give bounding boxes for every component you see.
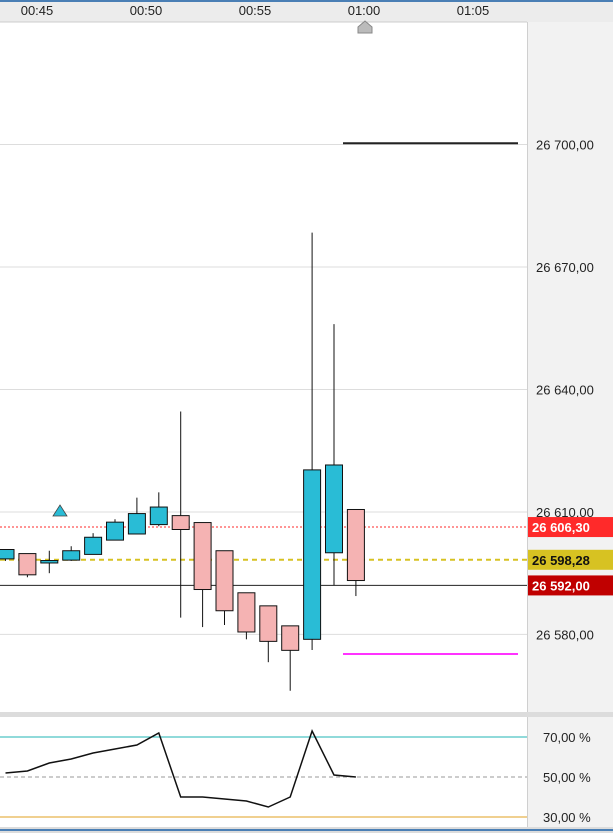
price-gridlines: 26 580,00 26 610,00 26 640,00 26 670,00 26 7… bbox=[0, 137, 594, 642]
time-tick-label: 01:05 bbox=[457, 3, 490, 18]
prev-close-badge: 26 606,30 bbox=[528, 517, 613, 538]
candle-down bbox=[171, 411, 190, 618]
price-tick-label: 26 640,00 bbox=[536, 382, 594, 397]
prev-close-badge-bg bbox=[528, 517, 613, 538]
candle-up bbox=[84, 533, 103, 555]
candle-down bbox=[237, 592, 256, 640]
candle-up bbox=[325, 324, 343, 586]
indicator-tick-label: 50,00 % bbox=[543, 770, 591, 785]
price-lines bbox=[0, 142, 527, 656]
candle-body bbox=[40, 560, 59, 564]
candle-up bbox=[106, 519, 124, 541]
candle-body bbox=[303, 469, 322, 640]
candle-down bbox=[193, 522, 212, 628]
candle-down bbox=[259, 605, 278, 663]
time-axis: 00:45 00:50 00:55 01:00 01:05 bbox=[21, 3, 490, 18]
price-badges: 26 606,30 26 598,28 26 592,00 bbox=[528, 517, 613, 596]
time-tick-label: 00:45 bbox=[21, 3, 54, 18]
time-tick-label: 00:50 bbox=[130, 3, 163, 18]
candle-body bbox=[127, 513, 146, 535]
candle-body bbox=[18, 553, 37, 576]
time-tick-label: 01:00 bbox=[348, 3, 381, 18]
average-badge-bg bbox=[528, 549, 613, 570]
candle-body bbox=[149, 506, 168, 526]
price-tick-label: 26 670,00 bbox=[536, 260, 594, 275]
candle-down bbox=[18, 553, 37, 578]
candle-body bbox=[0, 549, 15, 560]
last-price-badge-text: 26 592,00 bbox=[532, 578, 590, 593]
candle-up bbox=[149, 492, 168, 527]
candle-up bbox=[62, 546, 81, 561]
candles bbox=[0, 232, 365, 691]
indicator-panel: 30,00 % 50,00 % 70,00 % bbox=[0, 729, 591, 825]
last-price-badge-bg bbox=[528, 575, 613, 596]
price-tick-label: 26 610,00 bbox=[536, 505, 594, 520]
candle-body bbox=[215, 550, 234, 612]
candle-up bbox=[40, 550, 59, 574]
average-badge-text: 26 598,28 bbox=[532, 553, 590, 568]
price-tick-label: 26 580,00 bbox=[536, 627, 594, 642]
candle-body bbox=[346, 508, 365, 582]
indicator-tick-label: 30,00 % bbox=[543, 810, 591, 825]
buy-marker-icon bbox=[52, 504, 68, 517]
candle-body bbox=[171, 515, 190, 530]
average-badge: 26 598,28 bbox=[528, 549, 613, 570]
last-price-badge: 26 592,00 bbox=[528, 575, 613, 596]
candle-body bbox=[237, 592, 256, 633]
candle-down bbox=[346, 508, 365, 597]
panel-splitter[interactable] bbox=[0, 712, 613, 717]
indicator-tick-label: 70,00 % bbox=[543, 730, 591, 745]
candle-body bbox=[259, 605, 278, 642]
time-marker-icon[interactable] bbox=[357, 20, 373, 34]
price-tick-label: 26 700,00 bbox=[536, 137, 594, 152]
candle-up bbox=[0, 549, 15, 561]
candle-body bbox=[281, 625, 300, 651]
time-axis-bar bbox=[0, 0, 613, 22]
candle-down bbox=[215, 550, 234, 626]
candle-up bbox=[127, 497, 146, 535]
price-axis-panel bbox=[528, 22, 613, 712]
prev-close-badge-text: 26 606,30 bbox=[532, 520, 590, 535]
candle-up bbox=[303, 232, 322, 650]
candle-body bbox=[325, 464, 343, 554]
time-tick-label: 00:55 bbox=[239, 3, 272, 18]
candle-body bbox=[62, 550, 81, 561]
candle-body bbox=[84, 536, 103, 555]
indicator-line bbox=[5, 729, 356, 808]
indicator-axis-panel bbox=[528, 717, 613, 827]
candle-down bbox=[281, 625, 300, 691]
candle-body bbox=[106, 521, 124, 541]
candle-body bbox=[193, 522, 212, 591]
